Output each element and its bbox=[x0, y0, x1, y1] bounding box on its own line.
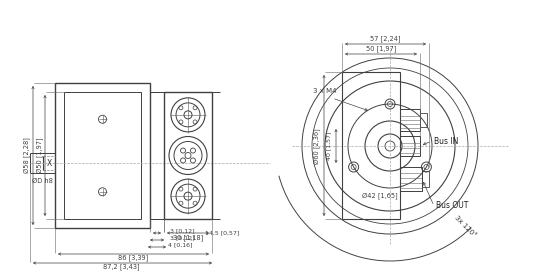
Bar bbox=[342, 72, 400, 219]
Text: 3x 120°: 3x 120° bbox=[453, 214, 477, 238]
Text: 3 x M4: 3 x M4 bbox=[313, 88, 337, 94]
Text: Bus OUT: Bus OUT bbox=[436, 201, 468, 211]
Bar bbox=[420, 113, 427, 127]
Text: Ø42 [1,65]: Ø42 [1,65] bbox=[362, 193, 398, 200]
Text: 30 [1,18]: 30 [1,18] bbox=[173, 235, 203, 242]
Bar bbox=[400, 109, 420, 131]
Text: Ø50 [1,97]: Ø50 [1,97] bbox=[36, 138, 44, 173]
Text: 87,2 [3,43]: 87,2 [3,43] bbox=[102, 264, 139, 270]
Text: Ø60 [2,36]: Ø60 [2,36] bbox=[314, 128, 320, 164]
Text: 50 [1,97]: 50 [1,97] bbox=[366, 46, 396, 52]
Text: 86 [3,39]: 86 [3,39] bbox=[118, 255, 148, 261]
Text: ØD h8: ØD h8 bbox=[31, 178, 53, 184]
Bar bbox=[400, 136, 420, 156]
Bar bbox=[64, 92, 141, 219]
Text: 4 [0,16]: 4 [0,16] bbox=[168, 243, 192, 248]
Bar bbox=[150, 92, 164, 219]
Text: 40 [1,57]: 40 [1,57] bbox=[326, 132, 332, 160]
Text: 3 [0,12]: 3 [0,12] bbox=[170, 235, 194, 240]
Bar bbox=[422, 171, 429, 187]
Text: 57 [2,24]: 57 [2,24] bbox=[370, 36, 401, 43]
Text: 14,5 [0,57]: 14,5 [0,57] bbox=[205, 230, 239, 235]
Text: 3 [0,12]: 3 [0,12] bbox=[170, 229, 194, 233]
Text: X: X bbox=[46, 160, 52, 169]
Text: Bus IN: Bus IN bbox=[434, 137, 459, 145]
Bar bbox=[164, 92, 212, 219]
Bar bbox=[55, 83, 150, 228]
Text: Ø58 [2,28]: Ø58 [2,28] bbox=[24, 137, 30, 173]
Bar bbox=[400, 167, 422, 191]
